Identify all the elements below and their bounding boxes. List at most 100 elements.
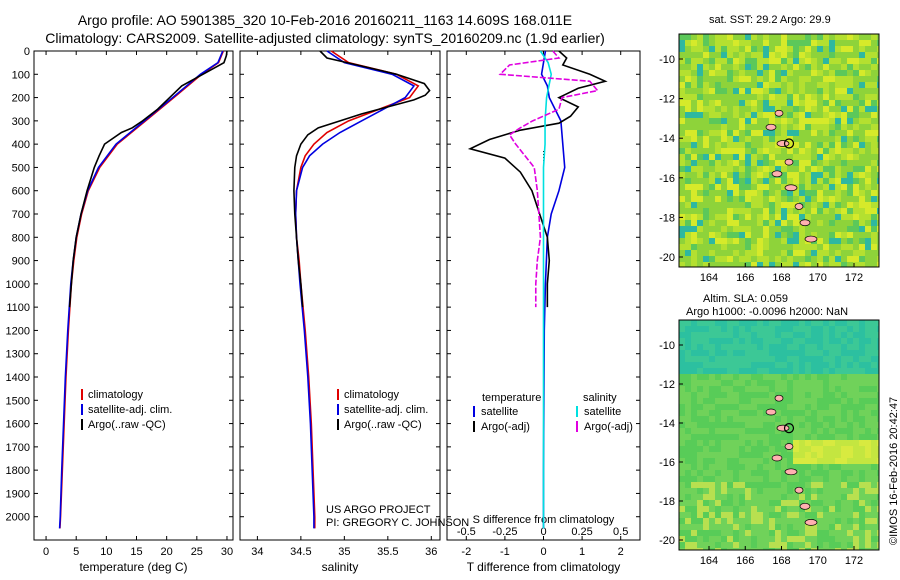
map-cell — [685, 58, 691, 64]
y-tick-label: 1400 — [6, 372, 30, 384]
map-cell — [811, 76, 817, 82]
map-cell — [775, 422, 781, 428]
map-cell — [703, 190, 709, 196]
map-cell — [865, 46, 871, 52]
map-cell — [871, 226, 877, 232]
map-cell — [877, 434, 879, 440]
map-cell — [709, 362, 715, 368]
y-tick-label: 1300 — [6, 349, 30, 361]
map-cell — [877, 404, 879, 410]
map-cell — [841, 124, 847, 130]
map-cell — [859, 178, 865, 184]
map-cell — [703, 34, 709, 40]
map-cell — [697, 142, 703, 148]
x-tick-label: 10 — [100, 546, 112, 558]
map-cell — [757, 106, 763, 112]
map-cell — [757, 332, 763, 338]
map-cell — [679, 88, 685, 94]
map-cell — [703, 476, 709, 482]
map-cell — [823, 256, 829, 262]
map-cell — [715, 190, 721, 196]
map-cell — [829, 476, 835, 482]
map-cell — [685, 470, 691, 476]
map-cell — [865, 386, 871, 392]
map-cell — [727, 326, 733, 332]
map-cell — [853, 356, 859, 362]
map-cell — [727, 46, 733, 52]
map-cell — [859, 160, 865, 166]
map-cell — [751, 118, 757, 124]
map-cell — [721, 136, 727, 142]
map-cell — [793, 350, 799, 356]
map-cell — [733, 536, 739, 542]
map-cell — [775, 380, 781, 386]
map-cell — [721, 434, 727, 440]
map-cell — [721, 226, 727, 232]
map-cell — [757, 350, 763, 356]
map-cell — [697, 40, 703, 46]
map-cell — [679, 542, 685, 548]
map-cell — [811, 70, 817, 76]
map-cell — [859, 40, 865, 46]
map-cell — [841, 350, 847, 356]
series-line-1 — [294, 50, 420, 529]
map-cell — [847, 220, 853, 226]
map-cell — [709, 112, 715, 118]
map-cell — [703, 524, 709, 530]
x-tick-label: 0 — [43, 546, 49, 558]
map-cell — [679, 548, 685, 550]
map-cell — [703, 536, 709, 542]
map-cell — [721, 94, 727, 100]
map-cell — [721, 184, 727, 190]
map-cell — [733, 476, 739, 482]
map-cell — [685, 52, 691, 58]
map-cell — [871, 536, 877, 542]
map-cell — [823, 536, 829, 542]
map-cell — [703, 244, 709, 250]
map-cell — [727, 380, 733, 386]
map-cell — [805, 40, 811, 46]
map-cell — [859, 374, 865, 380]
map-cell — [817, 500, 823, 506]
map-cell — [775, 124, 781, 130]
map-cell — [811, 214, 817, 220]
map-cell — [751, 392, 757, 398]
map-cell — [835, 482, 841, 488]
map-cell — [871, 124, 877, 130]
map-cell — [781, 154, 787, 160]
map-cell — [781, 184, 787, 190]
map-cell — [811, 536, 817, 542]
map-cell — [691, 106, 697, 112]
map-cell — [829, 338, 835, 344]
map-cell — [733, 46, 739, 52]
map-cell — [763, 106, 769, 112]
map-cell — [787, 434, 793, 440]
map-cell — [865, 76, 871, 82]
map-cell — [739, 350, 745, 356]
map-cell — [841, 500, 847, 506]
map-cell — [709, 416, 715, 422]
map-cell — [679, 500, 685, 506]
map-cell — [739, 166, 745, 172]
map-cell — [703, 238, 709, 244]
map-cell — [865, 244, 871, 250]
map-cell — [847, 506, 853, 512]
map-cell — [679, 530, 685, 536]
map-cell — [721, 344, 727, 350]
map-cell — [751, 94, 757, 100]
map-cell — [727, 58, 733, 64]
map-cell — [865, 214, 871, 220]
x-tick-label: 34 — [251, 546, 263, 558]
map-cell — [739, 416, 745, 422]
map-cell — [865, 154, 871, 160]
map-cell — [799, 338, 805, 344]
map-cell — [685, 482, 691, 488]
map-cell — [745, 238, 751, 244]
map-cell — [865, 368, 871, 374]
map-cell — [709, 326, 715, 332]
y-tick-label: 600 — [12, 186, 30, 198]
map-cell — [811, 124, 817, 130]
map-cell — [781, 262, 787, 267]
map-cell — [787, 398, 793, 404]
